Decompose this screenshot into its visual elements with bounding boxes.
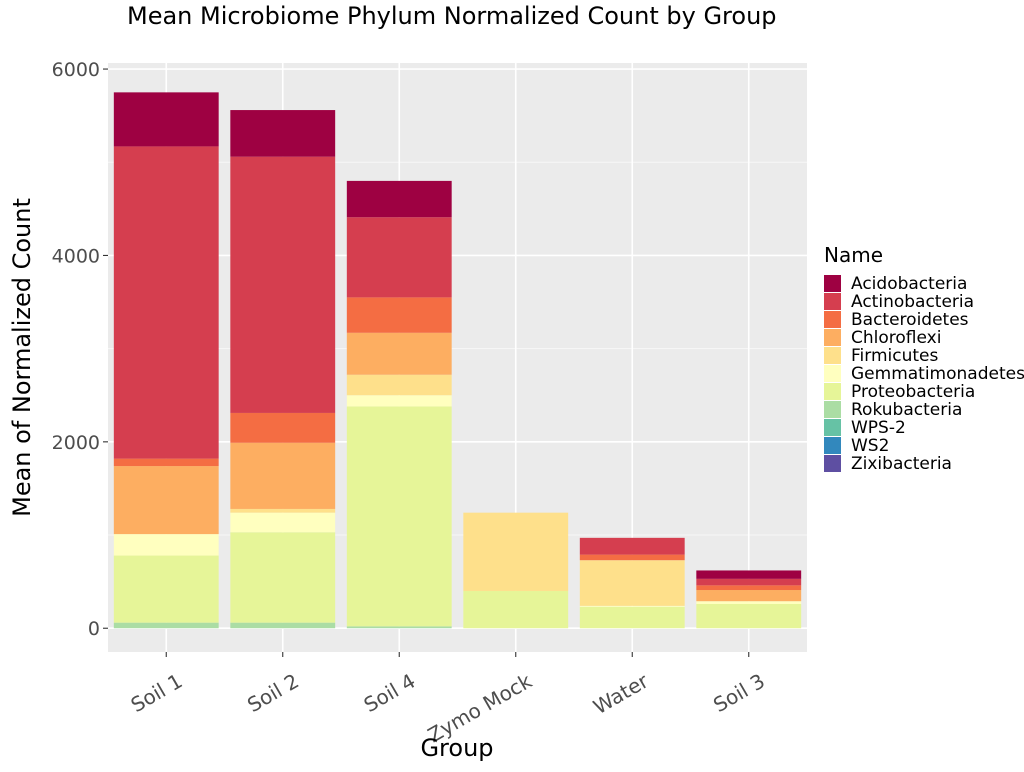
bar-segment-soil-1-proteobacteria [113,555,219,623]
legend: Name AcidobacteriaActinobacteriaBacteroi… [824,243,1024,474]
x-tick-label: Water [589,668,653,719]
legend-swatch [824,275,841,292]
minor-gridlines [108,161,807,536]
bar-segment-soil-2-acidobacteria [230,110,336,157]
bar-segment-soil-1-rokubacteria [113,622,219,629]
chart-title: Mean Microbiome Phylum Normalized Count … [127,2,777,30]
bar-segment-water-proteobacteria [579,606,685,629]
legend-items: AcidobacteriaActinobacteriaBacteroidetes… [824,274,1024,474]
bar-segment-soil-1-gemmatimonadetes [113,534,219,556]
legend-swatch [824,419,841,436]
bar-segment-soil-1-bacteroidetes [113,458,219,467]
legend-label: Acidobacteria [851,274,967,294]
bar-segment-zymo-mock-proteobacteria [463,590,569,629]
legend-label: Actinobacteria [851,292,974,312]
y-tick-label: 6000 [52,59,100,81]
legend-swatch [824,347,841,364]
bar-segment-soil-2-actinobacteria [230,156,336,413]
bar-segment-soil-4-acidobacteria [346,180,452,218]
bar-segment-soil-4-gemmatimonadetes [346,395,452,407]
bar-segment-soil-4-rokubacteria [346,626,452,629]
bar-segment-soil-3-bacteroidetes [696,585,802,591]
bar-segment-soil-1-actinobacteria [113,146,219,459]
x-tick-label: Soil 1 [127,669,187,717]
legend-item-proteobacteria: Proteobacteria [824,382,975,402]
legend-item-actinobacteria: Actinobacteria [824,292,974,312]
legend-item-ws2: WS2 [824,436,889,456]
bar-segment-soil-2-bacteroidetes [230,412,336,443]
x-axis-label: Group [420,734,493,762]
legend-title: Name [824,243,883,267]
legend-item-gemmatimonadetes: Gemmatimonadetes [824,364,1024,384]
legend-swatch [824,401,841,418]
bar-segment-water-firmicutes [579,560,685,606]
legend-item-wps-2: WPS-2 [824,418,906,438]
legend-label: Firmicutes [851,346,938,366]
bar-segment-soil-3-proteobacteria [696,604,802,629]
bar-segment-soil-3-actinobacteria [696,578,802,586]
bar-segment-zymo-mock-firmicutes [463,512,569,591]
bar-segment-soil-4-bacteroidetes [346,297,452,333]
bar-segment-soil-2-rokubacteria [230,622,336,629]
bar-segment-soil-3-gemmatimonadetes [696,601,802,605]
x-tick-label: Soil 4 [360,669,420,717]
legend-item-zixibacteria: Zixibacteria [824,454,952,474]
bar-segment-water-gemmatimonadetes [579,605,685,607]
bar-segment-soil-2-firmicutes [230,508,336,513]
bar-segment-soil-4-chloroflexi [346,332,452,375]
y-tick-label: 2000 [52,432,100,454]
y-tick-label: 4000 [52,245,100,267]
y-axis: 0 2000 4000 6000 [52,59,108,640]
legend-swatch [824,311,841,328]
x-tick-label: Soil 3 [709,669,769,717]
y-tick-label: 0 [88,618,100,640]
legend-item-chloroflexi: Chloroflexi [824,328,941,348]
bar-segment-soil-4-actinobacteria [346,217,452,298]
bar-segment-soil-1-chloroflexi [113,466,219,535]
plot-background [108,63,807,652]
legend-item-firmicutes: Firmicutes [824,346,938,366]
y-axis-label: Mean of Normalized Count [8,198,36,517]
bar-segment-water-bacteroidetes [579,554,685,561]
legend-item-bacteroidetes: Bacteroidetes [824,310,969,330]
legend-label: Zixibacteria [851,454,952,474]
bar-segment-soil-4-firmicutes [346,374,452,396]
legend-label: Bacteroidetes [851,310,969,330]
legend-item-acidobacteria: Acidobacteria [824,274,967,294]
bar-segment-water-actinobacteria [579,537,685,555]
legend-label: Proteobacteria [851,382,975,402]
legend-label: Rokubacteria [851,400,962,420]
bar-segment-soil-3-acidobacteria [696,570,802,579]
legend-swatch [824,365,841,382]
legend-swatch [824,455,841,472]
bar-segment-soil-2-chloroflexi [230,442,336,509]
x-tick-label: Soil 2 [243,669,303,717]
legend-swatch [824,383,841,400]
legend-label: Chloroflexi [851,328,941,348]
bars [113,92,802,629]
legend-item-rokubacteria: Rokubacteria [824,400,962,420]
bar-segment-soil-3-chloroflexi [696,590,802,602]
legend-swatch [824,329,841,346]
bar-segment-soil-2-gemmatimonadetes [230,512,336,533]
legend-swatch [824,437,841,454]
bar-segment-soil-1-acidobacteria [113,92,219,147]
legend-swatch [824,293,841,310]
plot-area [108,63,807,652]
legend-label: WS2 [851,436,889,456]
bar-segment-soil-4-proteobacteria [346,406,452,627]
bar-segment-soil-2-proteobacteria [230,532,336,623]
legend-label: Gemmatimonadetes [851,364,1024,384]
legend-label: WPS-2 [851,418,906,438]
